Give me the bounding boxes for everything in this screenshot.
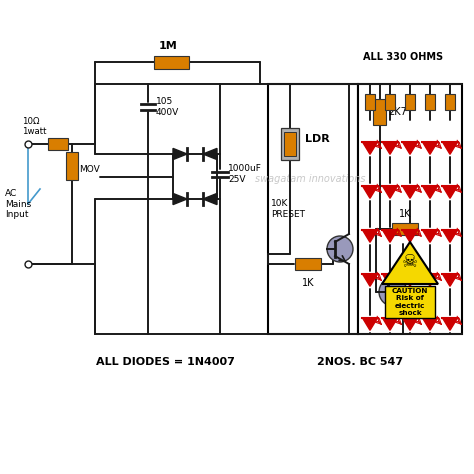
Polygon shape (402, 230, 418, 242)
Polygon shape (442, 230, 458, 242)
Bar (284, 132, 296, 156)
Text: ALL DIODES = 1N4007: ALL DIODES = 1N4007 (96, 357, 235, 367)
Bar (392, 223, 418, 235)
Text: AC
Mains
Input: AC Mains Input (5, 189, 31, 219)
Polygon shape (383, 230, 398, 242)
Polygon shape (362, 230, 378, 242)
Polygon shape (442, 273, 458, 286)
Bar (66, 152, 78, 180)
Polygon shape (382, 242, 438, 284)
Bar (385, 286, 435, 318)
Circle shape (379, 278, 407, 306)
Text: 1M: 1M (159, 41, 177, 51)
Text: MOV: MOV (79, 164, 100, 173)
Text: 1K: 1K (302, 278, 314, 288)
Polygon shape (173, 193, 187, 205)
Text: ALL 330 OHMS: ALL 330 OHMS (363, 52, 443, 62)
Polygon shape (422, 186, 438, 198)
Text: 10Ω
1watt: 10Ω 1watt (22, 117, 46, 136)
Polygon shape (203, 193, 217, 205)
Bar (295, 258, 321, 270)
Polygon shape (173, 148, 187, 160)
Circle shape (327, 236, 353, 262)
Polygon shape (362, 273, 378, 286)
Text: swagatam innovations: swagatam innovations (255, 174, 365, 184)
Polygon shape (203, 148, 217, 160)
Polygon shape (402, 318, 418, 330)
Bar (365, 94, 375, 110)
Text: 2K7: 2K7 (388, 107, 407, 117)
Polygon shape (442, 318, 458, 330)
Bar (48, 138, 68, 150)
Text: ☠: ☠ (402, 253, 418, 271)
Text: 1K: 1K (399, 209, 411, 219)
Polygon shape (402, 142, 418, 155)
Polygon shape (383, 186, 398, 198)
Polygon shape (422, 273, 438, 286)
Bar (281, 128, 299, 160)
Text: 1000uF
25V: 1000uF 25V (228, 164, 262, 184)
Polygon shape (442, 142, 458, 155)
Text: 2NOS. BC 547: 2NOS. BC 547 (317, 357, 403, 367)
Bar (445, 94, 455, 110)
Text: CAUTION
Risk of
electric
shock: CAUTION Risk of electric shock (392, 288, 428, 316)
Polygon shape (362, 318, 378, 330)
Polygon shape (422, 318, 438, 330)
Bar (155, 55, 190, 69)
Text: 105
400V: 105 400V (156, 97, 179, 117)
Polygon shape (383, 142, 398, 155)
Polygon shape (383, 318, 398, 330)
Bar (385, 94, 395, 110)
Text: LDR: LDR (305, 134, 330, 144)
Polygon shape (362, 186, 378, 198)
Polygon shape (383, 273, 398, 286)
Polygon shape (422, 142, 438, 155)
Bar (268, 84, 358, 334)
Bar (425, 94, 435, 110)
Polygon shape (402, 186, 418, 198)
Polygon shape (422, 230, 438, 242)
Bar (358, 84, 462, 334)
Text: 10K
PRESET: 10K PRESET (271, 199, 305, 219)
Polygon shape (362, 142, 378, 155)
Bar (374, 99, 386, 125)
Bar (405, 94, 415, 110)
Polygon shape (402, 273, 418, 286)
Polygon shape (442, 186, 458, 198)
